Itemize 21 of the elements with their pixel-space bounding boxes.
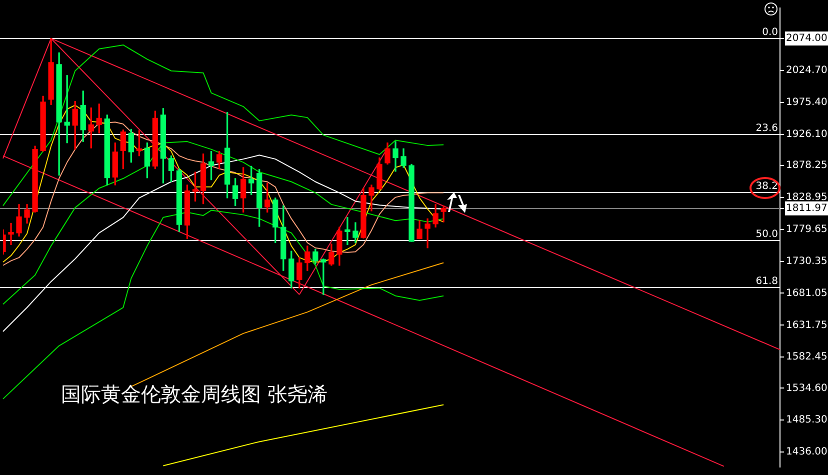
y-tick-label: 2024.70 (786, 65, 828, 76)
y-tick-label: 1631.75 (786, 320, 828, 331)
y-tick-label: 1681.05 (786, 288, 828, 299)
annotation: 61.8 (756, 276, 778, 288)
annotation: 国际黄金伦敦金周线图 张尧浠 (61, 382, 328, 406)
y-tick-label: 1485.30 (786, 414, 828, 426)
y-tick-label: 1779.65 (786, 224, 828, 235)
y-tick-label: 1534.60 (786, 382, 828, 394)
annotation: 38.2 (756, 181, 778, 192)
y-tick-label: 1436.00 (786, 446, 828, 458)
y-tick-label: 1926.10 (786, 128, 828, 140)
annotation: 0.0 (762, 27, 778, 38)
annotation: 23.6 (756, 123, 778, 134)
y-tick-label: 2074.00 (786, 33, 828, 44)
y-tick-label: 1582.45 (786, 352, 828, 363)
annotation: 50.0 (756, 229, 778, 240)
y-tick-label: 1730.35 (786, 256, 828, 267)
y-tick-label: 1975.40 (786, 96, 828, 108)
y-tick-label: 1828.95 (786, 192, 828, 203)
y-tick-label: 1811.97 (786, 202, 828, 214)
y-tick-label: 1878.25 (786, 160, 828, 171)
